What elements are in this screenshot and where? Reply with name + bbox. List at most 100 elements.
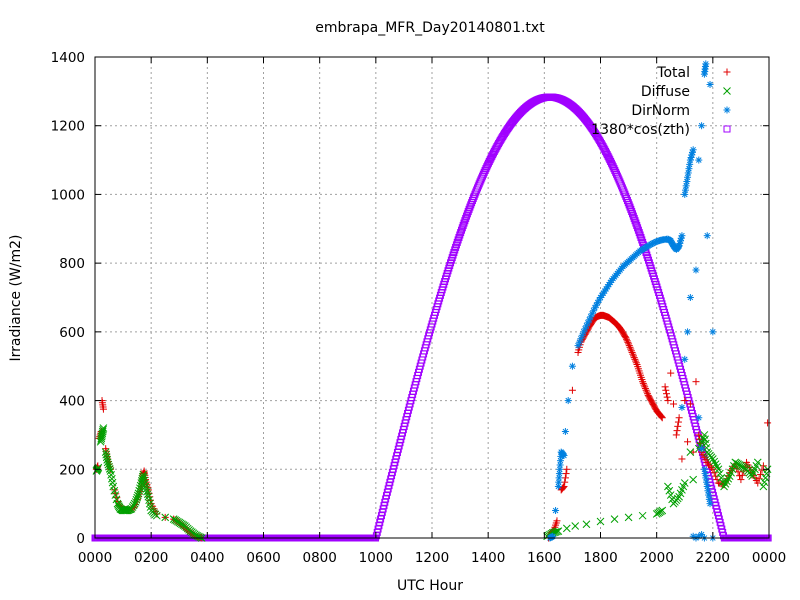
data-point: [662, 386, 670, 394]
data-point: [639, 379, 647, 387]
data-point: [663, 393, 671, 401]
data-point: [705, 495, 713, 503]
data-point: [677, 234, 685, 242]
data-point: [559, 451, 567, 459]
data-point: [710, 469, 718, 477]
x-tick-label: 0800: [302, 550, 336, 566]
data-point: [620, 331, 628, 339]
data-point: [456, 231, 464, 239]
x-tick-label: 0400: [190, 550, 224, 566]
data-point: [568, 362, 576, 370]
x-tick-label: 1400: [471, 550, 505, 566]
data-point: [601, 287, 609, 295]
data-point: [606, 278, 614, 286]
data-point: [738, 471, 746, 479]
data-point: [695, 431, 703, 439]
data-point: [706, 80, 714, 88]
x-tick-label: 1600: [527, 550, 561, 566]
data-point: [103, 455, 111, 464]
data-point: [673, 494, 682, 503]
data-point: [623, 197, 631, 205]
data-point: [709, 328, 717, 336]
data-point: [568, 386, 576, 394]
data-point: [552, 507, 560, 515]
data-point: [704, 487, 712, 495]
data-point: [623, 337, 631, 345]
data-point: [461, 217, 469, 225]
data-point: [685, 165, 693, 173]
x-tick-label: 0000: [752, 550, 786, 566]
data-point: [699, 434, 707, 443]
data-point: [757, 470, 765, 478]
legend: Total Diffuse DirNorm 1380*cos(zth): [591, 65, 731, 138]
data-point: [674, 422, 682, 430]
data-point: [463, 210, 471, 218]
data-point: [457, 229, 465, 237]
data-point: [684, 328, 692, 336]
data-point: [661, 383, 669, 391]
data-point: [632, 219, 640, 227]
data-point: [625, 201, 633, 209]
data-point: [98, 427, 107, 436]
data-point: [136, 481, 145, 490]
data-point: [646, 394, 654, 402]
data-point: [94, 464, 102, 473]
data-point: [460, 219, 468, 227]
data-point: [132, 495, 141, 504]
data-point: [555, 470, 563, 478]
data-point: [675, 414, 683, 422]
legend-label: 1380*cos(zth): [591, 122, 690, 138]
data-point: [638, 511, 647, 520]
data-point: [99, 425, 107, 434]
data-point: [679, 482, 688, 491]
data-point: [581, 325, 589, 333]
data-point: [459, 221, 467, 229]
x-tick-label: 0000: [78, 550, 112, 566]
data-point: [140, 476, 149, 485]
data-point: [562, 524, 571, 533]
data-point: [452, 241, 460, 249]
data-point: [589, 307, 597, 315]
data-point: [634, 226, 642, 234]
data-point: [701, 470, 709, 478]
data-point: [635, 229, 643, 237]
data-point: [638, 236, 646, 244]
data-point: [629, 210, 637, 218]
data-point: [713, 462, 721, 471]
data-point: [134, 489, 143, 498]
data-point: [99, 403, 107, 411]
data-point: [682, 182, 690, 190]
data-point: [657, 412, 665, 420]
data-point: [752, 461, 761, 470]
data-point: [684, 169, 692, 177]
data-point: [684, 173, 692, 181]
data-point: [637, 233, 645, 241]
data-point: [706, 500, 714, 508]
data-point: [610, 515, 619, 523]
data-point: [453, 238, 461, 246]
data-point: [686, 160, 694, 168]
data-point: [664, 397, 672, 405]
data-point: [625, 342, 633, 350]
data-point: [703, 478, 711, 486]
x-tick-label: 2200: [696, 550, 730, 566]
data-point: [648, 399, 656, 407]
axes: 0000 0200 0400 0600 0800 1000 1200 1400 1600 1800…: [51, 50, 787, 566]
data-point: [562, 470, 570, 478]
data-point: [102, 453, 111, 462]
data-point: [632, 359, 640, 367]
y-tick-label: 200: [59, 462, 85, 478]
data-point: [705, 491, 713, 499]
data-point: [700, 465, 708, 473]
data-point: [161, 513, 170, 522]
data-point: [688, 148, 696, 156]
data-point: [630, 214, 638, 222]
data-point: [552, 519, 560, 527]
data-point: [707, 464, 715, 472]
data-point: [664, 482, 672, 491]
data-point: [454, 236, 462, 244]
data-point: [683, 178, 691, 186]
data-point: [196, 533, 205, 542]
data-point: [639, 238, 647, 246]
